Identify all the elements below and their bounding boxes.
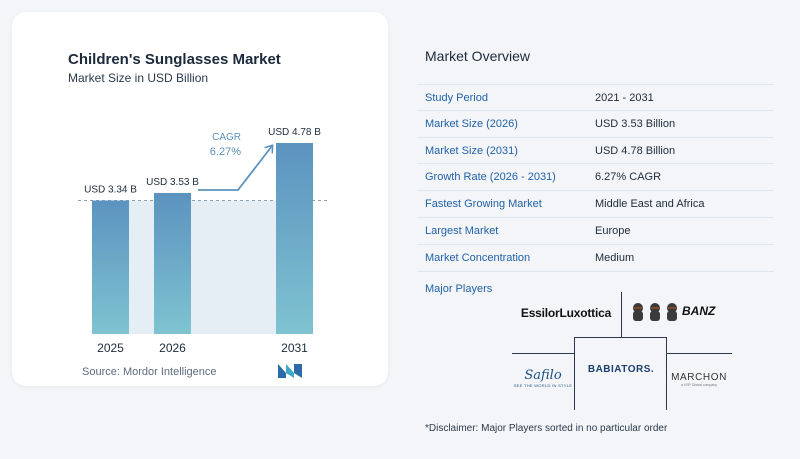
overview-row-value: 6.27% CAGR [595, 171, 662, 184]
overview-row-value: 2021 - 2031 [595, 92, 654, 104]
overview-row-label: Study Period [425, 92, 488, 104]
banz-logo: BANZ [628, 298, 728, 326]
logo-divider [666, 337, 667, 410]
banz-bears-icon [633, 303, 677, 321]
safilo-wordmark: Safilo [524, 368, 562, 383]
source-text: Source: Mordor Intelligence [82, 366, 217, 378]
data-label-2025: USD 3.34 B [84, 185, 137, 196]
overview-row: Largest Market Europe [417, 218, 774, 245]
overview-table: Study Period 2021 - 2031 Market Size (2026… [417, 84, 774, 272]
overview-row-label: Growth Rate (2026 - 2031) [425, 171, 556, 184]
overview-row-label: Largest Market [425, 224, 499, 237]
disclaimer-text: *Disclaimer: Major Players sorted in no … [425, 423, 668, 434]
logo-divider [512, 353, 574, 354]
essilorluxottica-logo: EssilorLuxottica [520, 306, 612, 320]
banz-wordmark: BANZ [682, 304, 716, 318]
marchon-logo: MARCHON a VSP Global company [666, 366, 732, 392]
overview-row: Market Size (2026) USD 3.53 Billion [417, 111, 774, 138]
cagr-value: 6.27% [210, 146, 241, 158]
bar-chart: USD 3.34 B 2025 USD 3.53 B 2026 USD 4.78 B 20… [78, 127, 328, 355]
overview-row-value: USD 3.53 Billion [595, 117, 676, 130]
overview-row-value: Middle East and Africa [595, 198, 705, 211]
bar-2031 [276, 143, 313, 334]
marchon-wordmark: MARCHON [671, 371, 727, 383]
overview-row-value: Medium [595, 251, 635, 264]
cagr-label: CAGR [212, 132, 241, 143]
overview-row-label: Market Concentration [425, 251, 531, 264]
tick-label-2031: 2031 [281, 341, 308, 355]
overview-row: Market Concentration Medium [417, 245, 774, 272]
overview-row-value: USD 4.78 Billion [595, 144, 676, 157]
overview-title: Market Overview [425, 48, 531, 64]
data-label-2026: USD 3.53 B [146, 177, 199, 188]
tick-label-2026: 2026 [159, 341, 186, 355]
mordor-logo-icon [278, 364, 302, 378]
data-label-2031: USD 4.78 B [268, 127, 321, 138]
overview-row: Fastest Growing Market Middle East and Af… [417, 191, 774, 218]
overview-row-label: Fastest Growing Market [425, 198, 542, 211]
logo-divider [574, 337, 575, 410]
overview-row: Growth Rate (2026 - 2031) 6.27% CAGR [417, 164, 774, 192]
marchon-tagline: a VSP Global company [680, 382, 718, 387]
safilo-logo: Safilo SEE THE WORLD IN STYLE [512, 362, 574, 394]
bar-2025 [92, 200, 129, 334]
logo-divider [574, 337, 666, 338]
babiators-logo: BABIATORS. [587, 363, 655, 375]
chart-title: Children's Sunglasses Market [68, 51, 281, 68]
overview-row-label: Market Size (2026) [425, 117, 518, 130]
major-players-title: Major Players [425, 283, 493, 295]
overview-row-value: Europe [595, 224, 631, 237]
logo-divider [621, 292, 622, 337]
safilo-tagline: SEE THE WORLD IN STYLE [513, 383, 573, 388]
overview-row-label: Market Size (2031) [425, 144, 518, 157]
overview-row: Market Size (2031) USD 4.78 Billion [417, 138, 774, 165]
logo-divider [666, 353, 732, 354]
bar-2026 [154, 192, 191, 334]
chart-subtitle: Market Size in USD Billion [68, 71, 209, 85]
tick-label-2025: 2025 [97, 341, 124, 355]
overview-row: Study Period 2021 - 2031 [417, 84, 774, 111]
cagr-arrow [198, 146, 272, 191]
